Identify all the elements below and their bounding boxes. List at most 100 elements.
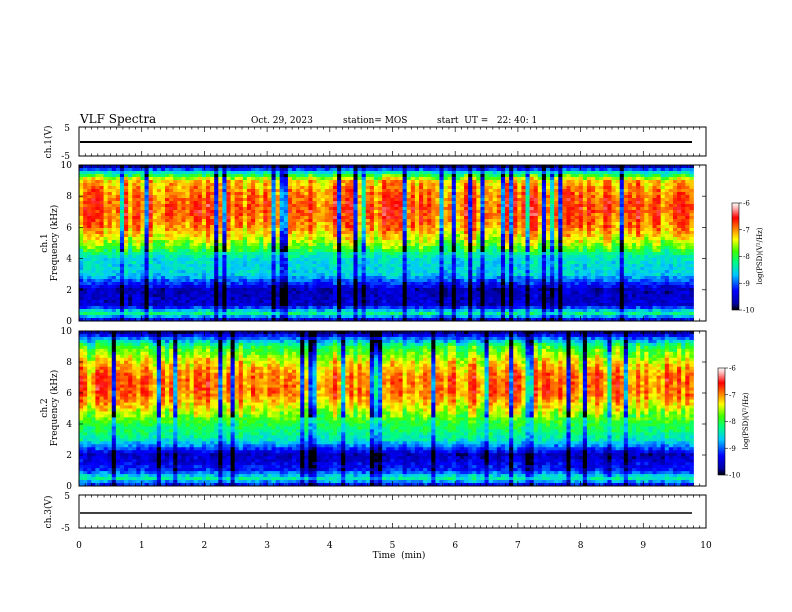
spectrogram-cell — [181, 171, 186, 175]
spectrogram-cell — [513, 174, 518, 178]
spectrogram-cell — [218, 168, 223, 172]
spectrogram-cell — [435, 189, 440, 193]
spectrogram-cell — [185, 219, 191, 223]
spectrogram-cell — [296, 198, 301, 202]
spectrogram-cell — [230, 231, 236, 235]
spectrogram-cell — [316, 243, 322, 247]
spectrogram-cell — [304, 246, 309, 250]
spectrogram-cell — [324, 249, 330, 253]
spectrogram-cell — [582, 216, 588, 220]
spectrogram-cell — [316, 195, 322, 199]
spectrogram-cell — [582, 168, 588, 172]
spectrogram-cell — [337, 213, 342, 217]
spectrogram-cell — [320, 186, 326, 190]
spectrogram-cell — [500, 225, 506, 229]
spectrogram-cell — [242, 183, 248, 187]
spectrogram-cell — [537, 183, 543, 187]
spectrogram-cell — [636, 210, 641, 214]
spectrogram-cell — [165, 186, 170, 190]
spectrogram-cell — [554, 213, 559, 217]
spectrogram-cell — [312, 192, 317, 196]
spectrogram-cell — [132, 246, 137, 250]
spectrogram-cell — [619, 258, 625, 262]
spectrogram-cell — [500, 165, 506, 169]
spectrogram-cell — [636, 174, 641, 178]
spectrogram-cell — [99, 204, 104, 208]
spectrogram-cell — [451, 246, 457, 250]
spectrogram-cell — [582, 180, 588, 184]
spectrogram-cell — [230, 168, 236, 172]
spectrogram-cell — [390, 201, 395, 205]
spectrogram-cell — [91, 258, 96, 262]
spectrogram-cell — [357, 183, 363, 187]
spectrogram-cell — [529, 165, 535, 169]
spectrogram-cell — [627, 198, 633, 202]
spectrogram-cell — [558, 255, 563, 259]
spectrogram-cell — [349, 186, 354, 190]
spectrogram-cell — [115, 252, 121, 256]
spectrogram-cell — [472, 198, 477, 202]
spectrogram-cell — [414, 189, 420, 193]
spectrogram-cell — [300, 213, 305, 217]
spectrogram-cell — [488, 198, 494, 202]
spectrogram-cell — [361, 192, 367, 196]
spectrogram-cell — [484, 234, 490, 238]
spectrogram-cell — [83, 189, 88, 193]
spectrogram-cell — [398, 195, 404, 199]
spectrogram-cell — [259, 237, 264, 241]
spectrogram-cell — [632, 198, 637, 202]
spectrogram-cell — [304, 207, 309, 211]
spectrogram-cell — [423, 177, 428, 181]
spectrogram-cell — [165, 165, 170, 169]
spectrogram-cell — [607, 186, 612, 190]
spectrogram-cell — [328, 234, 334, 238]
spectrogram-cell — [517, 219, 522, 223]
spectrogram-cell — [251, 183, 256, 187]
spectrogram-cell — [320, 255, 326, 259]
spectrogram-cell — [480, 258, 485, 262]
spectrogram-cell — [255, 174, 260, 178]
spectrogram-cell — [316, 249, 322, 253]
spectrogram-cell — [492, 228, 498, 232]
spectrogram-cell — [230, 243, 236, 247]
spectrogram-cell — [304, 174, 309, 178]
spectrogram-cell — [677, 192, 682, 196]
spectrogram-cell — [414, 171, 420, 175]
spectrogram-cell — [140, 186, 145, 190]
spectrogram-cell — [263, 252, 268, 256]
spectrogram-cell — [402, 237, 408, 241]
spectrogram-cell — [91, 201, 96, 205]
spectrogram-cell — [345, 222, 350, 226]
spectrogram-cell — [570, 222, 576, 226]
spectrogram-cell — [267, 222, 272, 226]
spectrogram-cell — [115, 228, 121, 232]
spectrogram-cell — [554, 258, 559, 262]
spectrogram-cell — [279, 189, 285, 193]
spectrogram-cell — [197, 183, 203, 187]
spectrogram-cell — [91, 237, 96, 241]
spectrogram-cell — [87, 207, 92, 211]
spectrogram-cell — [677, 240, 682, 244]
spectrogram-cell — [599, 177, 604, 181]
spectrogram-cell — [488, 219, 494, 223]
spectrogram-cell — [255, 255, 260, 259]
spectrogram-cell — [349, 216, 354, 220]
spectrogram-cell — [394, 198, 399, 202]
spectrogram-cell — [431, 240, 436, 244]
spectrogram-cell — [263, 234, 268, 238]
spectrogram-cell — [476, 252, 481, 256]
spectrogram-cell — [267, 177, 272, 181]
spectrogram-cell — [402, 210, 408, 214]
spectrogram-cell — [99, 225, 104, 229]
spectrogram-cell — [189, 252, 195, 256]
spectrogram-cell — [152, 174, 158, 178]
spectrogram-cell — [500, 195, 506, 199]
spectrogram-cell — [263, 195, 268, 199]
spectrogram-cell — [406, 174, 412, 178]
spectrogram-cell — [156, 255, 162, 259]
spectrogram-cell — [615, 189, 621, 193]
spectrogram-cell — [332, 231, 338, 235]
spectrogram-cell — [165, 210, 170, 214]
spectrogram-cell — [369, 207, 375, 211]
spectrogram-cell — [205, 216, 211, 220]
